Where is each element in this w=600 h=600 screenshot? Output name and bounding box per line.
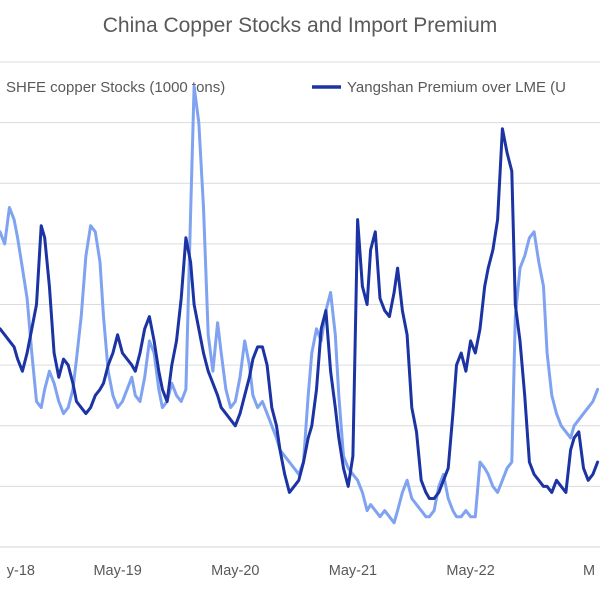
chart-title: China Copper Stocks and Import Premium (102, 14, 498, 37)
x-tick-label: May-20 (211, 563, 259, 579)
x-tick-label: May-21 (329, 563, 377, 579)
legend-label-shfe-stocks: SHFE copper Stocks (1000 tons) (6, 79, 225, 96)
x-tick-label: M (583, 563, 595, 579)
legend-label-yangshan: Yangshan Premium over LME (U (347, 79, 566, 96)
x-tick-label: y-18 (7, 563, 35, 579)
series-line-shfe-stocks (0, 84, 600, 525)
x-tick-label: May-19 (93, 563, 141, 579)
series-line-yangshan-premium (0, 127, 600, 500)
series-lines (0, 84, 600, 525)
x-tick-label: May-22 (446, 563, 494, 579)
legend: SHFE copper Stocks (1000 tons) Yangshan P… (6, 79, 566, 96)
x-axis-ticks: y-18 May-19 May-20 May-21 May-22 M (7, 563, 595, 579)
